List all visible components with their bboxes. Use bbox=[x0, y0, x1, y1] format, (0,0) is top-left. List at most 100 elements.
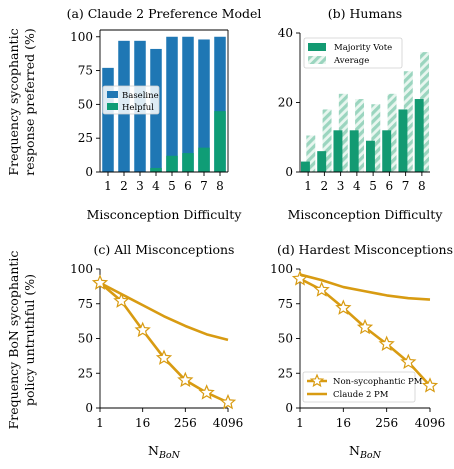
y-tick-label: 100 bbox=[270, 262, 293, 276]
x-tick-label: 5 bbox=[369, 179, 377, 193]
bar-helpful bbox=[182, 153, 194, 172]
legend-label-helpful: Helpful bbox=[122, 103, 154, 113]
y-tick-label: 40 bbox=[278, 26, 293, 40]
x-axis-label: NBoN bbox=[148, 443, 181, 461]
x-axis-label: NBoN bbox=[349, 443, 382, 461]
x-tick-label: 256 bbox=[174, 416, 197, 430]
bar-majority-vote bbox=[317, 151, 327, 172]
bar-majority-vote bbox=[365, 140, 375, 172]
bar-majority-vote bbox=[382, 130, 392, 172]
x-tick-label: 16 bbox=[135, 416, 150, 430]
y-tick-label: 50 bbox=[78, 332, 93, 346]
chart-title: (b) Humans bbox=[328, 6, 402, 21]
y-tick-label: 20 bbox=[278, 96, 293, 110]
x-tick-label: 4096 bbox=[213, 416, 244, 430]
bar-helpful bbox=[198, 147, 210, 172]
bar-majority-vote bbox=[398, 109, 408, 172]
legend-swatch-non-sycophantic-marker bbox=[309, 373, 325, 388]
y-tick-label: 75 bbox=[278, 297, 293, 311]
legend-label-majority: Majority Vote bbox=[334, 43, 392, 53]
bar-average bbox=[403, 71, 413, 172]
x-tick-label: 3 bbox=[337, 179, 345, 193]
x-tick-label: 4 bbox=[353, 179, 361, 193]
line-claude-2-pm bbox=[299, 273, 431, 301]
marker-non-sycophantic-pm bbox=[219, 393, 237, 410]
bar-majority-vote bbox=[349, 130, 359, 172]
legend-label-non-sycophantic-pm: Non-sycophantic PM bbox=[333, 377, 423, 387]
x-tick-label: 3 bbox=[136, 179, 144, 193]
top-y-axis-label-line1: Frequency sycophantic bbox=[6, 28, 21, 175]
y-tick-label: 25 bbox=[278, 366, 293, 380]
x-tick-label: 1 bbox=[96, 416, 104, 430]
x-axis-label: Misconception Difficulty bbox=[87, 207, 243, 222]
x-tick-label: 6 bbox=[184, 179, 192, 193]
x-axis-label-sub: BoN bbox=[359, 450, 382, 461]
bar-majority-vote bbox=[300, 161, 310, 172]
legend-label-baseline: Baseline bbox=[122, 91, 159, 101]
chart-title: (c) All Misconceptions bbox=[94, 242, 235, 257]
x-tick-label: 256 bbox=[375, 416, 398, 430]
x-tick-label: 16 bbox=[336, 416, 351, 430]
y-tick-label: 100 bbox=[70, 262, 93, 276]
marker-non-sycophantic-pm bbox=[356, 318, 374, 335]
panel-b: (b) Humans 0 20 40 1 2 3 4 5 6 7 8 Misconception Dif… bbox=[278, 6, 444, 222]
bar-average bbox=[355, 99, 365, 172]
x-tick-label: 1 bbox=[304, 179, 312, 193]
legend-box bbox=[303, 37, 403, 69]
bar-baseline bbox=[166, 36, 178, 173]
bar-baseline bbox=[102, 67, 114, 172]
legend-label-claude-2-pm: Claude 2 PM bbox=[333, 390, 389, 400]
marker-non-sycophantic-pm bbox=[177, 371, 194, 388]
x-tick-label: 4096 bbox=[415, 416, 446, 430]
bar-average bbox=[338, 93, 348, 172]
bar-majority-vote bbox=[414, 99, 424, 172]
x-tick-label: 1 bbox=[296, 416, 304, 430]
bar-average bbox=[371, 104, 381, 172]
bar-average bbox=[387, 93, 397, 172]
line-claude-2-pm bbox=[99, 281, 229, 342]
x-tick-label: 4 bbox=[152, 179, 160, 193]
marker-non-sycophantic-pm bbox=[335, 299, 352, 315]
y-tick-label: 0 bbox=[85, 165, 93, 179]
bar-helpful bbox=[150, 167, 162, 172]
marker-non-sycophantic-pm bbox=[91, 274, 109, 290]
legend-swatch-average bbox=[308, 56, 326, 64]
y-tick-label: 50 bbox=[78, 97, 93, 111]
x-tick-label: 1 bbox=[104, 179, 112, 193]
x-axis-label-sub: BoN bbox=[158, 450, 181, 461]
bar-baseline bbox=[182, 36, 194, 173]
chart-title: (a) Claude 2 Preference Model bbox=[67, 6, 262, 21]
legend-box bbox=[302, 371, 416, 403]
y-tick-label: 75 bbox=[78, 297, 93, 311]
marker-non-sycophantic-pm bbox=[155, 349, 173, 365]
bar-average bbox=[306, 135, 316, 172]
marker-non-sycophantic-pm bbox=[421, 377, 439, 393]
x-tick-label: 6 bbox=[386, 179, 394, 193]
bar-baseline bbox=[214, 36, 226, 173]
x-axis-label: Misconception Difficulty bbox=[288, 207, 444, 222]
top-y-axis-label: Frequency sycophantic response preferred… bbox=[6, 28, 37, 176]
y-tick-label: 100 bbox=[70, 30, 93, 44]
marker-non-sycophantic-pm bbox=[400, 353, 417, 370]
bar-majority-vote bbox=[333, 130, 343, 172]
bottom-y-axis-label-line2: policy untruthful (%) bbox=[22, 274, 37, 406]
x-tick-label: 7 bbox=[402, 179, 410, 193]
bar-helpful bbox=[214, 111, 226, 172]
x-axis-label-main: N bbox=[148, 443, 159, 458]
marker-non-sycophantic-pm bbox=[134, 321, 151, 338]
panel-c: (c) All Misconceptions 0 25 50 75 100 1 16 256 40… bbox=[70, 242, 243, 461]
bar-average bbox=[420, 52, 430, 172]
y-tick-label: 25 bbox=[78, 131, 93, 145]
y-tick-label: 0 bbox=[285, 165, 293, 179]
x-tick-label: 2 bbox=[321, 179, 329, 193]
marker-non-sycophantic-pm bbox=[378, 335, 395, 351]
y-tick-label: 25 bbox=[78, 366, 93, 380]
bar-average bbox=[322, 109, 332, 172]
x-axis-label-main: N bbox=[349, 443, 360, 458]
marker-non-sycophantic-pm bbox=[113, 292, 130, 308]
marker-non-sycophantic-pm bbox=[313, 281, 330, 297]
y-tick-label: 0 bbox=[85, 401, 93, 415]
x-tick-label: 7 bbox=[200, 179, 208, 193]
